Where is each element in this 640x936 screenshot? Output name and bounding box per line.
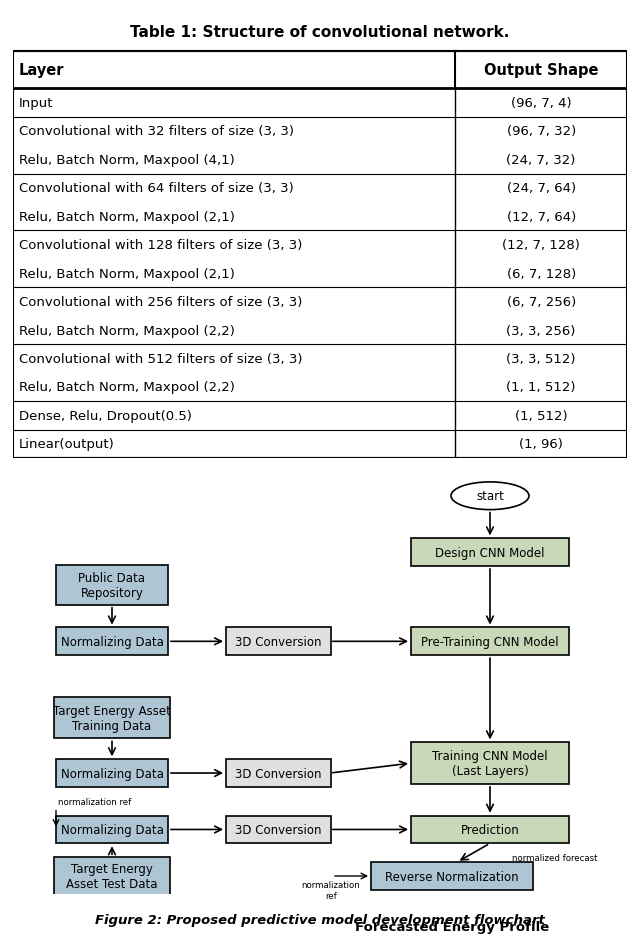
Text: Figure 2: Proposed predictive model development flowchart: Figure 2: Proposed predictive model deve… (95, 913, 545, 926)
FancyBboxPatch shape (371, 862, 533, 890)
Text: start: start (476, 490, 504, 503)
Text: Convolutional with 256 filters of size (3, 3): Convolutional with 256 filters of size (… (19, 296, 302, 309)
Text: Target Energy
Asset Test Data: Target Energy Asset Test Data (67, 862, 157, 890)
Text: normalization
ref: normalization ref (301, 880, 360, 899)
Text: Table 1: Structure of convolutional network.: Table 1: Structure of convolutional netw… (131, 25, 509, 40)
Text: normalization ref: normalization ref (58, 797, 131, 807)
Text: (96, 7, 32): (96, 7, 32) (506, 125, 576, 139)
Text: Input: Input (19, 96, 54, 110)
Text: 3D Conversion: 3D Conversion (235, 823, 321, 836)
Text: (1, 512): (1, 512) (515, 410, 568, 422)
Text: Relu, Batch Norm, Maxpool (2,2): Relu, Batch Norm, Maxpool (2,2) (19, 381, 235, 394)
Text: Reverse Normalization: Reverse Normalization (385, 870, 519, 883)
Text: Relu, Batch Norm, Maxpool (2,2): Relu, Batch Norm, Maxpool (2,2) (19, 324, 235, 337)
Text: (1, 1, 512): (1, 1, 512) (506, 381, 576, 394)
FancyBboxPatch shape (411, 628, 569, 655)
Text: (24, 7, 32): (24, 7, 32) (506, 154, 576, 167)
Text: Public Data
Repository: Public Data Repository (79, 571, 145, 599)
Text: Normalizing Data: Normalizing Data (61, 823, 163, 836)
FancyBboxPatch shape (411, 539, 569, 566)
Text: Relu, Batch Norm, Maxpool (4,1): Relu, Batch Norm, Maxpool (4,1) (19, 154, 235, 167)
FancyBboxPatch shape (56, 565, 168, 605)
Text: Forecasted Energy Profile: Forecasted Energy Profile (355, 919, 549, 932)
FancyBboxPatch shape (56, 816, 168, 843)
Text: Convolutional with 128 filters of size (3, 3): Convolutional with 128 filters of size (… (19, 239, 302, 252)
Text: Relu, Batch Norm, Maxpool (2,1): Relu, Batch Norm, Maxpool (2,1) (19, 268, 235, 281)
Text: (1, 96): (1, 96) (519, 438, 563, 451)
Text: (24, 7, 64): (24, 7, 64) (507, 183, 576, 195)
Text: normalized forecast: normalized forecast (512, 853, 598, 862)
FancyBboxPatch shape (225, 816, 330, 843)
Text: (12, 7, 128): (12, 7, 128) (502, 239, 580, 252)
Text: Output Shape: Output Shape (484, 63, 598, 78)
Text: (96, 7, 4): (96, 7, 4) (511, 96, 572, 110)
Text: (3, 3, 512): (3, 3, 512) (506, 353, 576, 366)
Text: Training CNN Model
(Last Layers): Training CNN Model (Last Layers) (432, 750, 548, 777)
FancyBboxPatch shape (56, 628, 168, 655)
FancyBboxPatch shape (225, 759, 330, 787)
FancyBboxPatch shape (56, 759, 168, 787)
Text: Design CNN Model: Design CNN Model (435, 546, 545, 559)
Text: Relu, Batch Norm, Maxpool (2,1): Relu, Batch Norm, Maxpool (2,1) (19, 211, 235, 224)
Ellipse shape (451, 482, 529, 510)
Text: (6, 7, 256): (6, 7, 256) (506, 296, 576, 309)
FancyBboxPatch shape (411, 816, 569, 843)
FancyBboxPatch shape (411, 742, 569, 784)
Text: Dense, Relu, Dropout(0.5): Dense, Relu, Dropout(0.5) (19, 410, 192, 422)
Text: Convolutional with 32 filters of size (3, 3): Convolutional with 32 filters of size (3… (19, 125, 294, 139)
Text: 3D Conversion: 3D Conversion (235, 767, 321, 780)
FancyBboxPatch shape (54, 697, 170, 739)
Text: Normalizing Data: Normalizing Data (61, 767, 163, 780)
Text: (3, 3, 256): (3, 3, 256) (506, 324, 576, 337)
Text: Linear(output): Linear(output) (19, 438, 115, 451)
FancyBboxPatch shape (225, 628, 330, 655)
Text: Layer: Layer (19, 63, 65, 78)
Text: Convolutional with 64 filters of size (3, 3): Convolutional with 64 filters of size (3… (19, 183, 294, 195)
Text: (6, 7, 128): (6, 7, 128) (506, 268, 576, 281)
Text: (12, 7, 64): (12, 7, 64) (506, 211, 576, 224)
Text: Pre-Training CNN Model: Pre-Training CNN Model (421, 636, 559, 648)
Text: Normalizing Data: Normalizing Data (61, 636, 163, 648)
Text: 3D Conversion: 3D Conversion (235, 636, 321, 648)
Text: Prediction: Prediction (461, 823, 520, 836)
Text: Convolutional with 512 filters of size (3, 3): Convolutional with 512 filters of size (… (19, 353, 303, 366)
Text: Target Energy Asset
Training Data: Target Energy Asset Training Data (53, 704, 171, 732)
FancyBboxPatch shape (54, 857, 170, 895)
